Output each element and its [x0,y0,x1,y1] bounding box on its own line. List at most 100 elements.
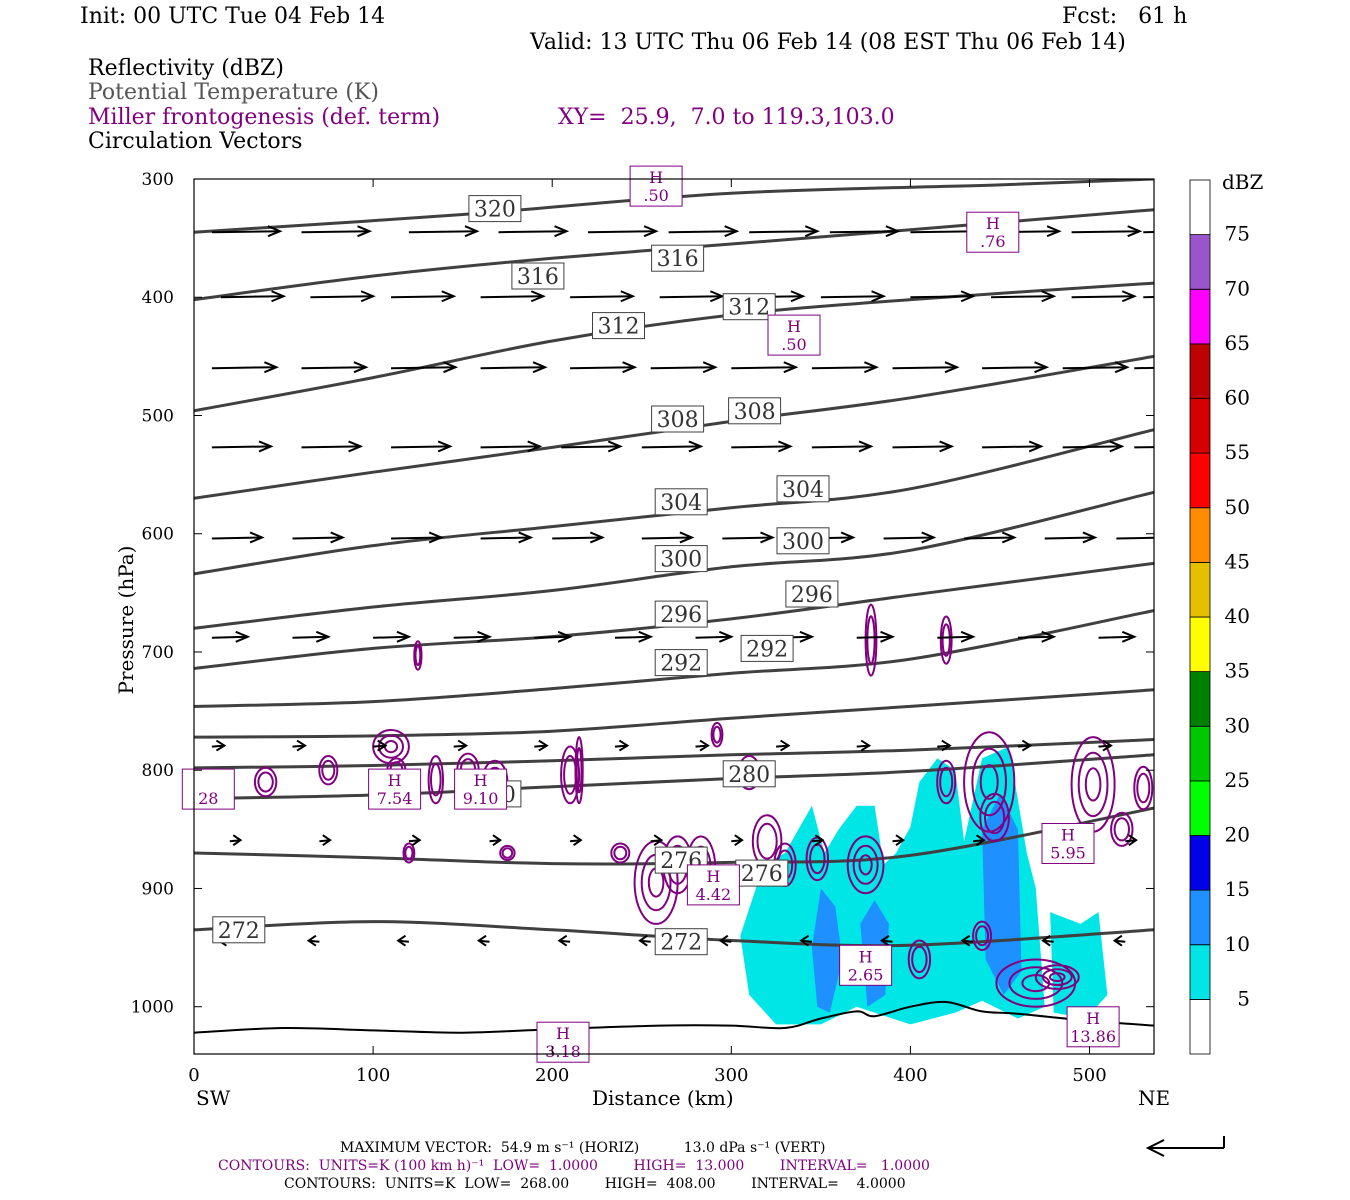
frontogenesis-max-label: H9.10 [454,768,508,810]
frontogenesis-max-marker: H [787,317,801,336]
vector-head [315,630,331,643]
frontogenesis-contour [1110,811,1134,847]
vector-head [360,290,376,303]
vector-shaft [453,635,490,639]
colorbar-tick-label: 20 [1225,823,1250,847]
frontogenesis-max-box [454,768,508,810]
frontogenesis-contour [1113,817,1131,842]
vector-shaft [614,635,651,639]
vector-head [1121,290,1137,303]
circulation-vector [390,290,457,303]
vector-head [718,934,729,947]
vector-shaft [820,295,884,299]
vector-shaft [552,536,603,540]
frontogenesis-max-marker: H [859,947,873,966]
isentrope-label-box [654,600,708,628]
vector-shaft [390,366,456,370]
colorbar-segment [1189,234,1211,290]
circulation-vector [390,531,444,544]
circulation-vector [668,225,740,238]
isentrope-label-box [654,649,708,677]
vector-head [357,225,373,238]
frontogenesis-contour [414,645,422,666]
colorbar-tick-label: 25 [1225,768,1250,792]
y-axis-title: Pressure (hPa) [114,545,138,695]
vector-head [215,739,227,752]
vector-head [1127,225,1143,238]
vector-head [322,834,332,846]
circulation-vector [480,440,543,453]
frontogenesis-contour [1084,767,1102,802]
circulation-vector [1017,630,1057,643]
circulation-vector [408,225,480,238]
frontogenesis-contour [1041,968,1073,986]
isentrope-label-box [776,475,830,503]
vector-head [607,440,623,453]
vector-head [457,739,469,752]
frontogenesis-max-value: 5.95 [1050,844,1086,863]
vector-head [1046,225,1062,238]
vector-head [1041,630,1057,643]
frontogenesis-max-marker: H [556,1024,570,1043]
vector-head [880,630,896,643]
isentrope-label-text: 300 [660,548,702,573]
frontogenesis-max-label: H.76 [966,211,1020,253]
frontogenesis-max-value: .76 [980,232,1005,251]
vector-head [622,361,638,374]
colorbar-segment [1189,835,1211,891]
vector-shaft [883,536,934,540]
frontogenesis-max-value: .50 [643,186,668,205]
isentrope-label-text: 304 [660,491,702,516]
frontogenesis-contour [499,844,516,862]
vector-shaft [811,366,877,370]
isentrope-label: 308 [728,397,782,425]
circulation-vector [229,834,243,846]
vector-head [618,739,630,752]
vector-shaft [408,230,478,234]
x-tick-label: 0 [188,1065,199,1086]
vector-shaft [1017,635,1054,639]
vector-head [396,630,412,643]
colorbar-tick-label: 45 [1225,549,1250,573]
colorbar-segment [1189,944,1211,1000]
vector-head [437,440,453,453]
circulation-vector [731,361,799,374]
vector-head [348,440,364,453]
frontogenesis-contour [971,747,1008,817]
vector-head [864,361,879,374]
vector-shaft [534,635,571,639]
isentrope-label: 300 [776,527,830,555]
vector-head [1082,531,1098,544]
frontogenesis-max-label: H2.65 [839,944,893,986]
circulation-vector [489,834,503,846]
colorbar-segment [1189,452,1211,509]
circulation-vector [937,630,976,643]
isentrope-label-text: 292 [746,637,788,662]
vector-head [554,225,570,238]
isentrope-label-text: 296 [791,583,833,608]
frontogenesis-contour [972,920,993,951]
vector-head [530,290,546,303]
isentrope-label: 316 [511,262,565,290]
isentrope-292 [194,609,1154,708]
circulation-vector [1071,225,1143,238]
vector-head [709,290,725,303]
vector-shaft [856,635,893,639]
valid-time: Valid: 13 UTC Thu 06 Feb 14 (08 EST Thu … [530,30,1126,55]
circulation-vector [811,361,879,374]
x-axis-title: Distance (km) [592,1086,734,1110]
init-time: Init: 00 UTC Tue 04 Feb 14 [80,4,386,29]
isentrope-320 [194,179,1154,234]
circulation-vector [964,531,1017,544]
vector-shaft [301,445,361,449]
frontogenesis-contour [610,842,631,864]
colorbar-tick-label: 40 [1225,604,1250,628]
circulation-vector [211,440,274,453]
vector-shaft [310,295,374,299]
frontogenesis-max-label: H.50 [629,165,683,207]
x-tick-label: 300 [714,1065,748,1086]
vector-shaft [910,295,974,299]
isentrope-label: 312 [722,293,776,321]
vector-shaft [892,445,952,449]
isentrope-label-text: 304 [782,478,824,503]
